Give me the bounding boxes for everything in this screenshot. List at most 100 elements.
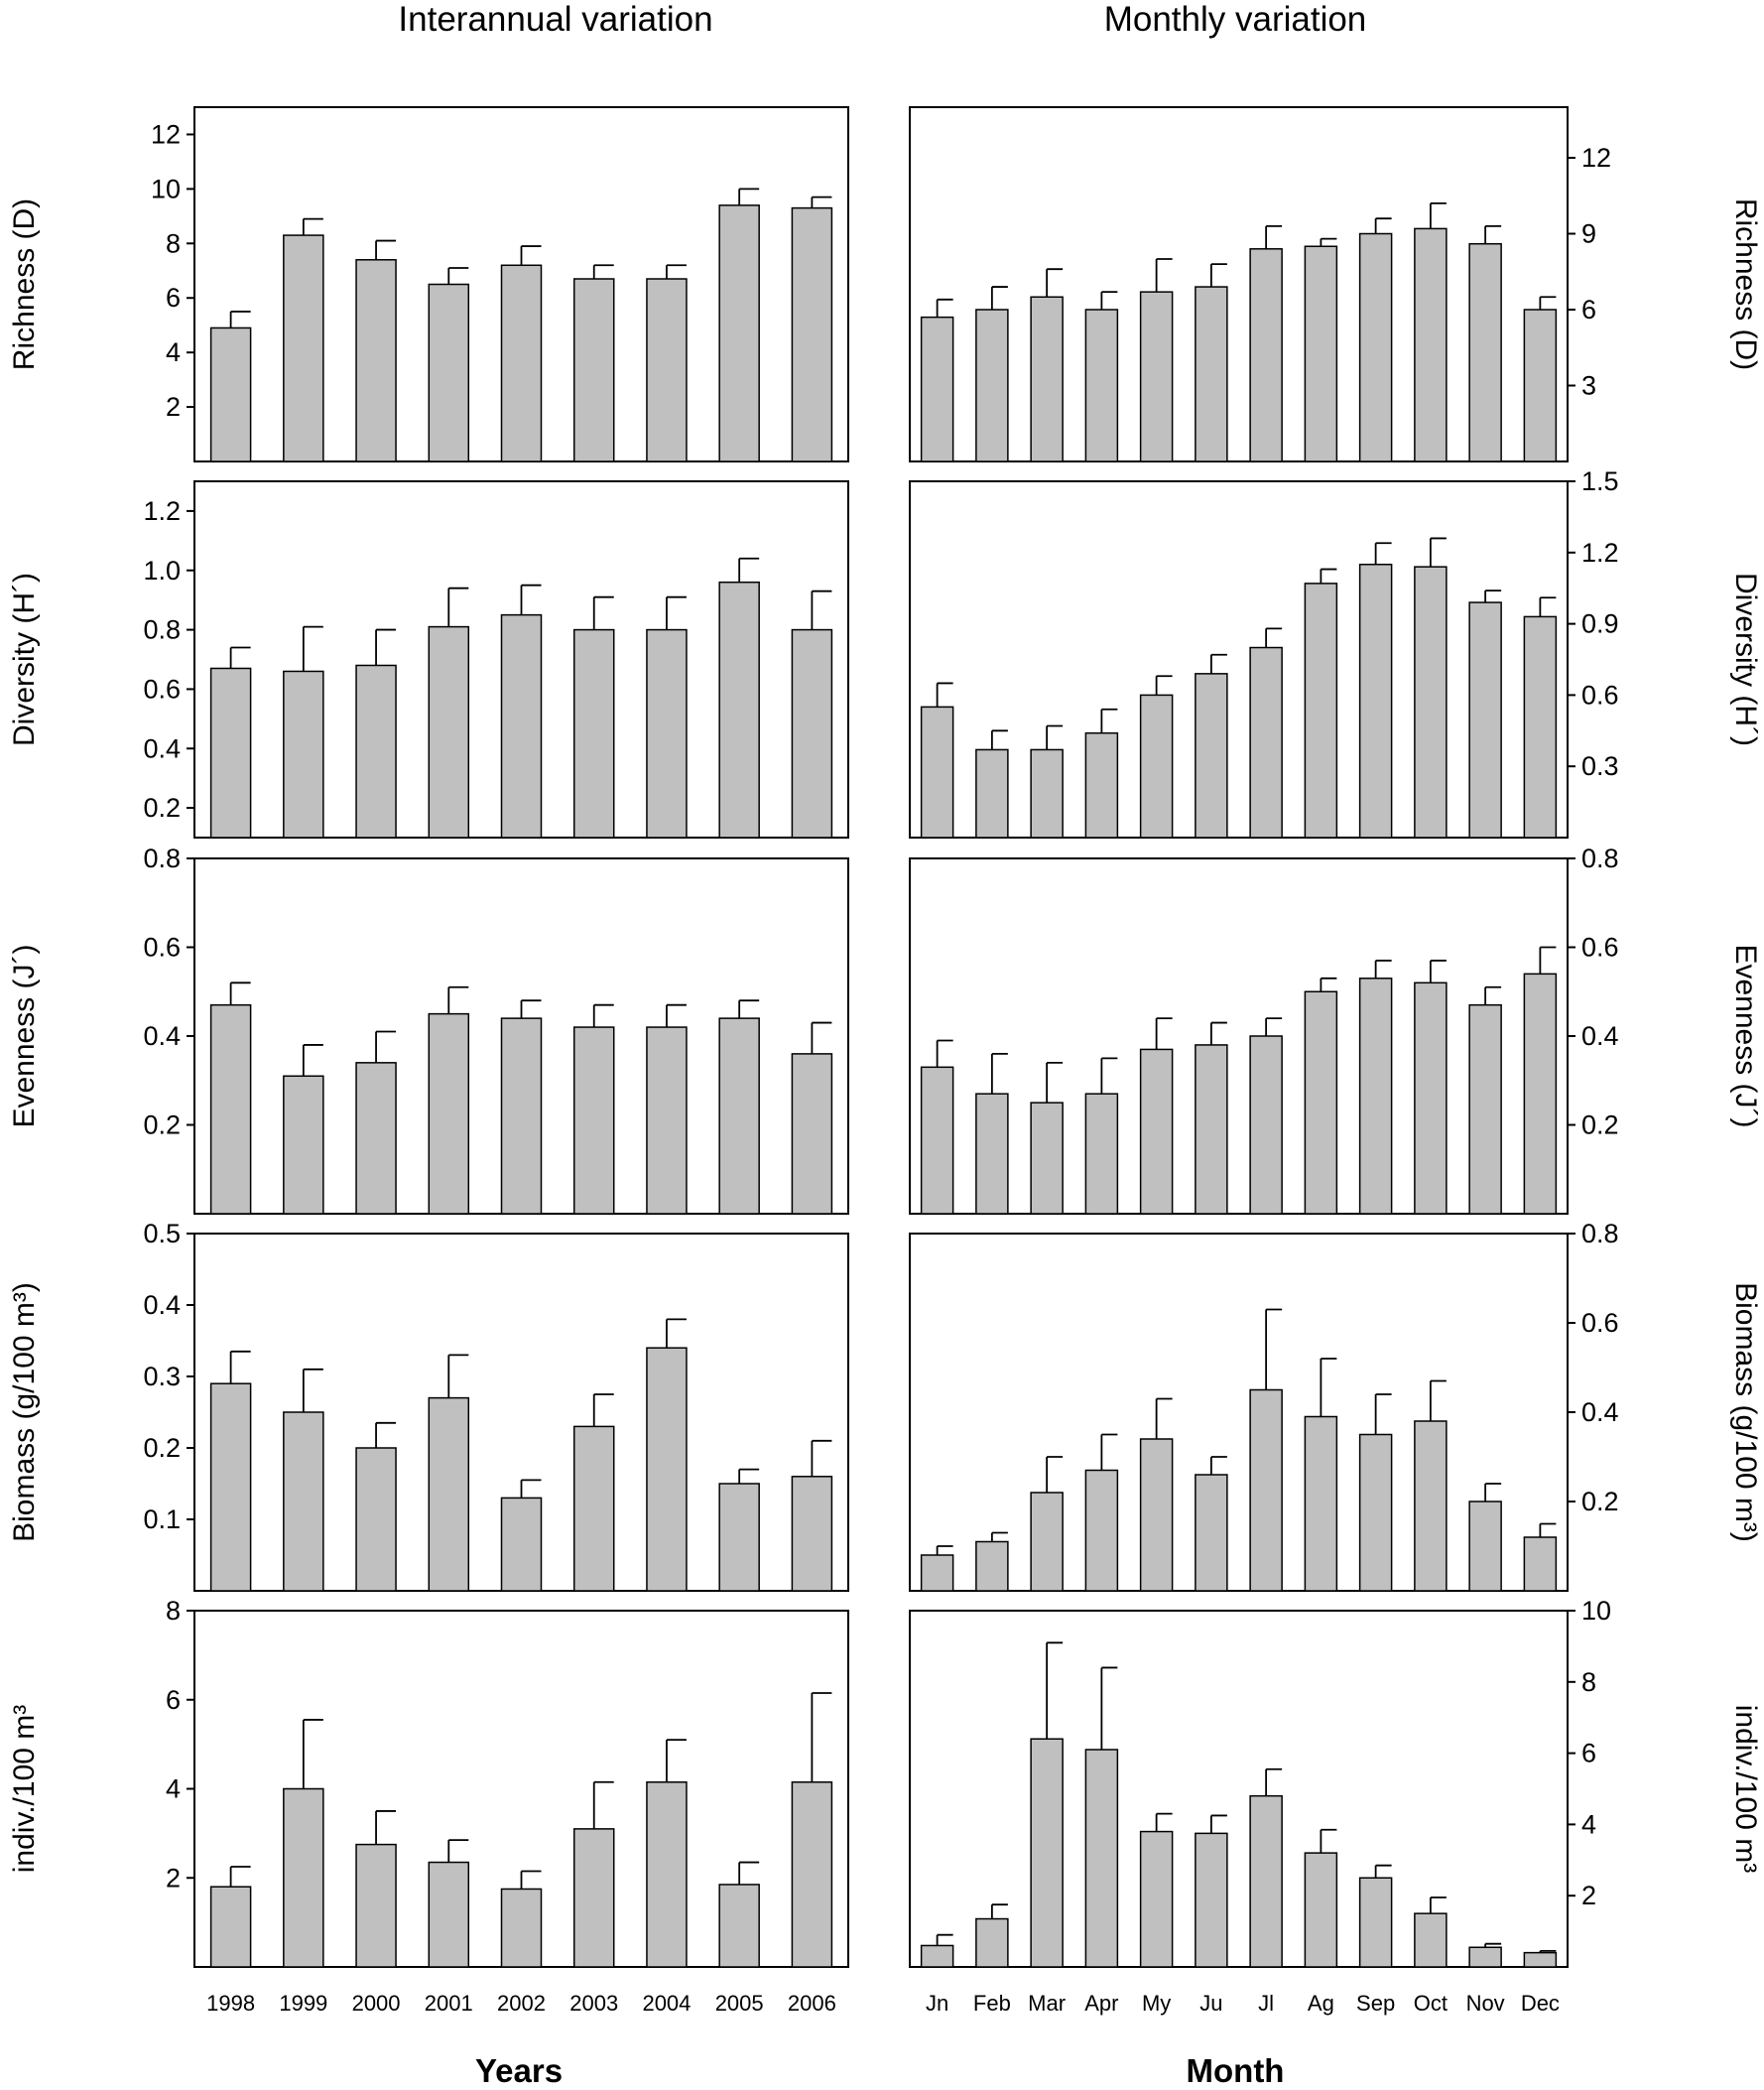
y-tick-label: 1.2 [143, 496, 181, 526]
bar-My [1139, 1048, 1174, 1215]
bar-Jn [920, 1944, 954, 1968]
bar-Apr [1084, 731, 1119, 839]
bar-1998 [209, 1886, 252, 1968]
bar-1999 [283, 1075, 324, 1215]
y-tick-label: 6 [166, 1685, 181, 1715]
y-tick-label: 0.6 [1581, 680, 1619, 710]
bar-2000 [355, 664, 397, 839]
x-tick-label: Sep [1356, 1991, 1395, 2016]
y-axis-label: Biomass (g/100 m³) [1729, 1282, 1762, 1542]
y-tick-label: 4 [1581, 1809, 1596, 1839]
x-tick-label: Jn [926, 1991, 948, 2016]
bar-My [1139, 291, 1174, 462]
bar-Nov [1468, 601, 1502, 839]
bar-2004 [646, 278, 688, 462]
y-tick-label: 0.2 [1581, 1110, 1619, 1140]
y-tick-label: 0.3 [143, 1362, 181, 1391]
bar-2005 [718, 1483, 760, 1592]
bar-2004 [646, 1781, 688, 1968]
y-tick-label: 0.3 [1581, 751, 1619, 781]
panel-diversity-months: 0.3 0.6 0.9 1.2 1.5 Diversity (H´) [909, 466, 1762, 839]
bar-Nov [1468, 1501, 1502, 1592]
bar-2005 [718, 204, 760, 462]
bar-Oct [1414, 566, 1448, 839]
x-tick-label: Dec [1521, 1991, 1560, 2016]
y-tick-label: 0.4 [143, 1290, 181, 1320]
y-tick-label: 0.4 [1581, 1397, 1619, 1427]
y-tick-label: 0.6 [1581, 933, 1619, 963]
bar-Dec [1523, 973, 1558, 1215]
bar-Mar [1030, 1492, 1064, 1592]
y-tick-label: 3 [1581, 371, 1596, 401]
y-tick-label: 4 [166, 1774, 181, 1804]
y-tick-label: 0.8 [1581, 1219, 1619, 1248]
bar-2000 [355, 259, 397, 462]
bar-Oct [1414, 981, 1448, 1215]
bar-2006 [791, 1476, 833, 1592]
x-tick-label: Oct [1414, 1991, 1448, 2016]
bar-2006 [791, 1053, 833, 1215]
bar-2003 [572, 1026, 615, 1215]
panel-abundance-months: 2 4 6 8 10 indiv./100 m³ Jn Feb Mar Apr My Ju Jl Ag Se… [909, 1596, 1762, 2016]
bar-2000 [355, 1062, 397, 1215]
bar-Dec [1523, 1536, 1558, 1592]
bar-Ju [1195, 1832, 1228, 1968]
bar-Jn [920, 1066, 954, 1215]
x-tick-label: 2002 [497, 1991, 546, 2016]
y-tick-label: 0.6 [1581, 1308, 1619, 1338]
bar-1998 [209, 1382, 252, 1592]
bar-My [1139, 1830, 1174, 1968]
bar-Jl [1249, 1035, 1283, 1215]
bar-2005 [718, 1884, 760, 1968]
x-tick-label: 2005 [715, 1991, 764, 2016]
bar-2002 [500, 613, 543, 839]
bar-2003 [572, 1828, 615, 1968]
x-tick-label: 2006 [788, 1991, 836, 2016]
bar-Feb [975, 309, 1009, 462]
bar-2001 [428, 1012, 470, 1215]
y-tick-label: 0.8 [1581, 844, 1619, 873]
bar-2002 [500, 1497, 543, 1592]
bar-Sep [1358, 1877, 1393, 1968]
y-tick-label: 1.5 [1581, 466, 1619, 496]
bar-2005 [718, 581, 760, 839]
bar-Feb [975, 748, 1009, 839]
bar-Jl [1249, 248, 1283, 462]
x-tick-label: 2003 [569, 1991, 618, 2016]
y-tick-label: 10 [151, 174, 181, 203]
bar-Mar [1030, 748, 1064, 839]
bar-Apr [1084, 1469, 1119, 1592]
bar-Oct [1414, 227, 1448, 462]
bar-Mar [1030, 296, 1064, 462]
bar-2003 [572, 1425, 615, 1592]
y-tick-label: 0.2 [143, 1110, 181, 1140]
y-tick-label: 0.5 [143, 1219, 181, 1248]
bar-My [1139, 694, 1174, 839]
bar-Oct [1414, 1912, 1448, 1968]
y-tick-label: 0.4 [1581, 1021, 1619, 1051]
x-tick-label: 1999 [279, 1991, 327, 2016]
y-tick-label: 0.8 [143, 615, 181, 645]
heading-interannual: Interannual variation [398, 0, 712, 39]
bar-Nov [1468, 242, 1502, 462]
bar-Dec [1523, 309, 1558, 462]
bar-Jl [1249, 646, 1283, 839]
y-tick-label: 4 [166, 337, 181, 367]
bar-2000 [355, 1843, 397, 1968]
bar-2001 [428, 1861, 470, 1968]
y-tick-label: 6 [166, 283, 181, 313]
x-tick-label: 1998 [206, 1991, 255, 2016]
bar-Ag [1304, 1415, 1338, 1592]
panel-frame [909, 1610, 1569, 1968]
x-tick-label: 2000 [352, 1991, 401, 2016]
panel-biomass-years: 0.1 0.2 0.3 0.4 0.5 Biomass (g/100 m³) [8, 1219, 849, 1592]
y-tick-label: 0.6 [143, 674, 181, 704]
bar-1999 [283, 1411, 324, 1592]
y-tick-label: 6 [1581, 295, 1596, 325]
x-tick-label: 2001 [425, 1991, 473, 2016]
bar-Sep [1358, 232, 1393, 462]
panel-diversity-years: 0.2 0.4 0.6 0.8 1.0 1.2 Diversity (H´) [8, 480, 849, 839]
bar-1998 [209, 327, 252, 462]
bar-2000 [355, 1447, 397, 1592]
